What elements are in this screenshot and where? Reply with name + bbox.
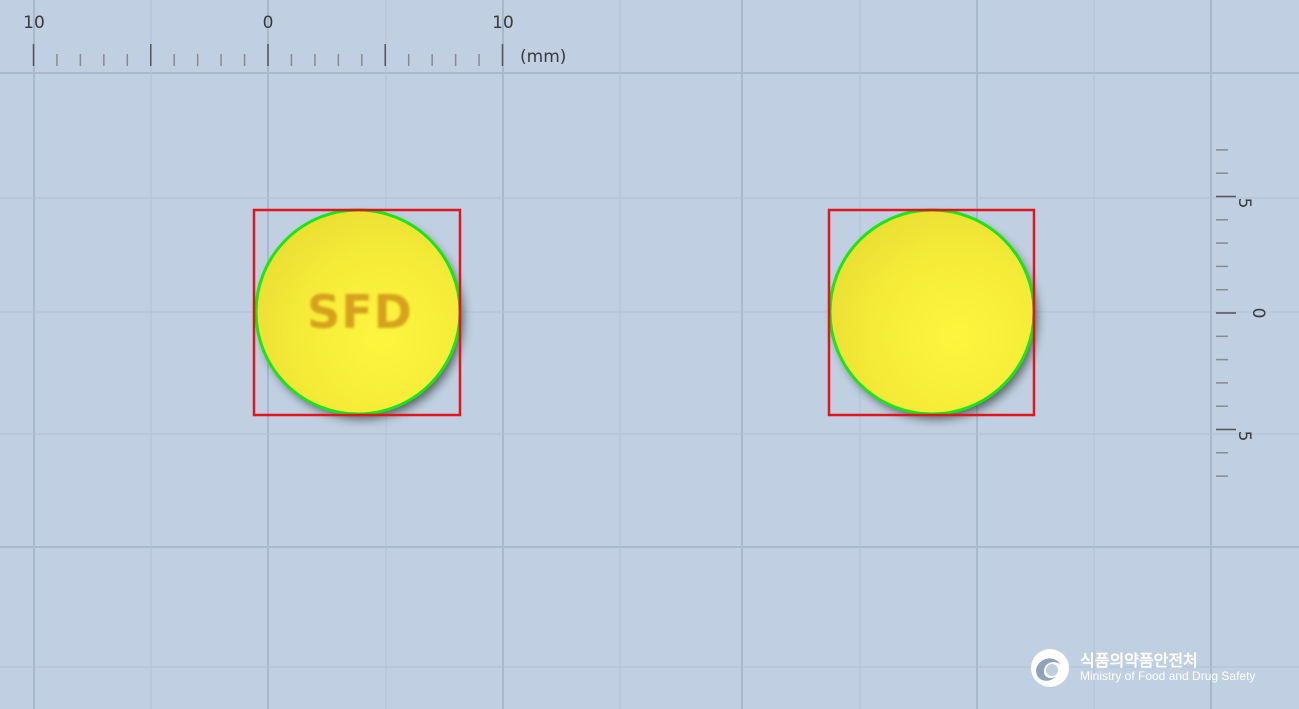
logo-korean-name: 식품의약품안전처 (1080, 650, 1198, 670)
top-ruler-label-right: 10 (492, 13, 514, 33)
top-ruler-label-zero: 0 (263, 13, 274, 33)
right-ruler-label-top: 5 (1234, 198, 1254, 209)
pill-back-bounding-box (827, 208, 1036, 417)
mfds-emblem-icon (1031, 649, 1069, 687)
pill-back-body (831, 211, 1033, 413)
logo-english-name: Ministry of Food and Drug Safety (1080, 669, 1256, 684)
right-ruler-ticks (1216, 149, 1236, 477)
right-ruler: 5 0 5 (1216, 149, 1268, 477)
pill-front: SFD (252, 208, 462, 417)
pill-back (827, 208, 1036, 417)
right-ruler-label-bottom: 5 (1234, 431, 1254, 442)
top-ruler-ticks (32, 44, 504, 66)
top-ruler: 10 0 10 (mm) (23, 13, 566, 67)
pill-front-body (257, 211, 459, 413)
pill-front-bounding-box (252, 208, 462, 417)
pill-front-imprint: SFD (307, 285, 413, 339)
top-ruler-label-left: 10 (23, 13, 45, 33)
top-ruler-unit: (mm) (520, 47, 566, 67)
mfds-logo: 식품의약품안전처 Ministry of Food and Drug Safet… (1030, 648, 1255, 688)
right-ruler-label-zero: 0 (1248, 308, 1268, 319)
